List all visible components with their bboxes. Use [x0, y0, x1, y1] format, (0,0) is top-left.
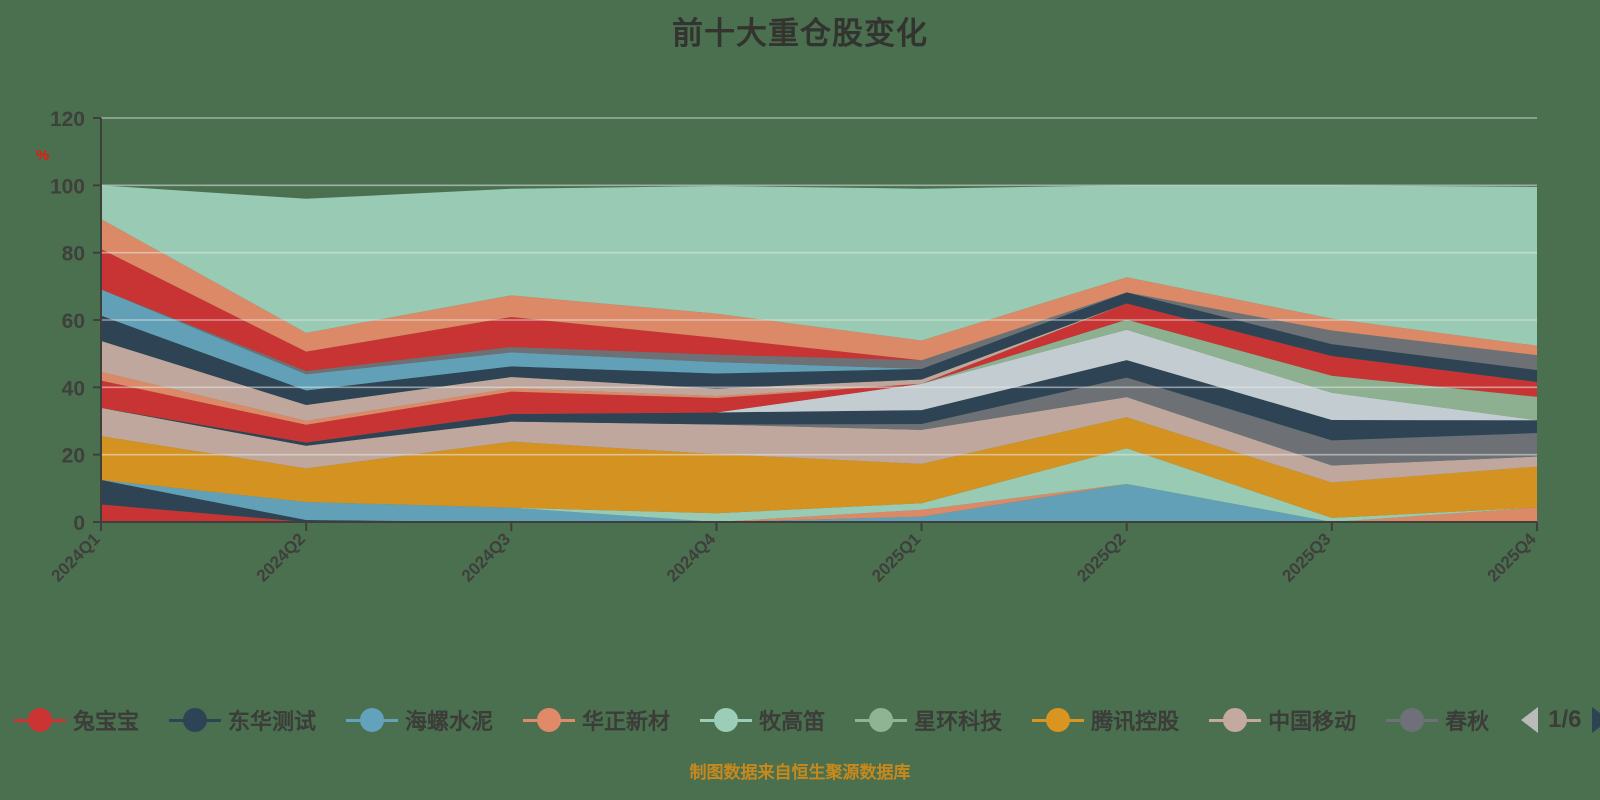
legend-item[interactable]: 中国移动	[1209, 704, 1356, 736]
legend-dot-icon	[1400, 708, 1425, 732]
y-tick-label: 80	[62, 243, 85, 266]
legend-item[interactable]: 华正新材	[523, 704, 670, 736]
legend-dot-icon	[537, 708, 562, 732]
legend-dot-icon	[360, 708, 385, 732]
area-band	[101, 377, 1537, 466]
area-band	[101, 479, 1537, 522]
legend-item[interactable]: 兔宝宝	[14, 704, 139, 736]
legend-item[interactable]: 海螺水泥	[346, 704, 493, 736]
legend-marker-icon	[1032, 707, 1085, 733]
x-tick-label: 2024Q4	[663, 529, 720, 586]
area-band	[101, 303, 1537, 443]
y-tick-label: 40	[62, 377, 85, 400]
area-band	[101, 397, 1537, 483]
area-band	[101, 329, 1537, 443]
area-series-group	[101, 185, 1537, 522]
legend-item[interactable]: 春秋	[1386, 704, 1489, 736]
x-tick-label: 2024Q1	[48, 529, 104, 585]
legend-item-label: 腾讯控股	[1091, 709, 1180, 734]
legend-marker-icon	[1386, 707, 1439, 733]
page-title: 前十大重仓股变化	[672, 16, 928, 51]
y-tick-label: 100	[50, 175, 85, 198]
legend-marker-icon	[1209, 707, 1262, 733]
area-band	[101, 504, 1537, 522]
legend-item[interactable]: 腾讯控股	[1032, 704, 1179, 736]
legend-item-label: 海螺水泥	[405, 709, 494, 734]
legend-next-page-icon[interactable]	[1591, 707, 1600, 733]
legend-item-label: 华正新材	[582, 709, 671, 734]
legend-marker-icon	[346, 707, 399, 733]
y-tick-label: 0	[73, 512, 85, 535]
legend-item-label: 东华测试	[228, 709, 317, 734]
x-tick-label: 2025Q3	[1278, 529, 1334, 585]
legend-dot-icon	[714, 708, 739, 732]
legend-page-indicator: 1/6	[1548, 706, 1582, 733]
y-tick-labels: 0 20 40 60 80 100 120	[50, 108, 85, 535]
legend-prev-page-icon[interactable]	[1521, 707, 1539, 733]
legend-marker-icon	[855, 707, 908, 733]
area-band	[101, 292, 1537, 406]
legend-marker-icon	[700, 707, 753, 733]
legend-dot-icon	[183, 708, 208, 732]
area-band	[101, 248, 1537, 372]
axis-group	[93, 117, 1538, 531]
area-band	[101, 479, 1537, 522]
legend-pager[interactable]: 1/6	[1521, 706, 1600, 734]
legend-marker-icon	[523, 707, 576, 733]
area-band	[101, 289, 1537, 391]
y-tick-label: 120	[50, 108, 85, 131]
legend-dot-icon	[1046, 708, 1071, 732]
legend-dot-icon	[1223, 708, 1248, 732]
area-band	[101, 289, 1537, 375]
y-tick-label: 60	[62, 310, 85, 333]
y-axis-unit-label: %	[36, 147, 49, 164]
legend-marker-icon	[169, 707, 222, 733]
area-band	[101, 303, 1537, 421]
x-tick-labels: 2024Q1 2024Q2 2024Q3 2024Q4 2025Q1 2025Q2 2025…	[48, 529, 1541, 586]
x-tick-label: 2025Q4	[1484, 529, 1541, 586]
legend-item-label: 兔宝宝	[73, 709, 140, 734]
legend-item[interactable]: 东华测试	[169, 704, 316, 736]
stacked-area-chart: 0 20 40 60 80 100 120 2024Q1 2024Q2 2024Q3 2024Q4…	[36, 108, 1541, 586]
area-band	[101, 360, 1537, 446]
area-band	[101, 448, 1537, 522]
legend-item-label: 中国移动	[1268, 709, 1357, 734]
grid-lines	[101, 117, 1537, 456]
x-tick-label: 2024Q2	[253, 529, 309, 585]
legend-item-label: 牧高笛	[759, 709, 826, 734]
x-tick-label: 2024Q3	[458, 529, 514, 585]
area-band	[101, 219, 1537, 361]
chart-legend[interactable]: 兔宝宝 东华测试 海螺水泥 华正新材 牧高笛 星环科技 腾讯控股 中国移动 春秋 1/6	[0, 694, 1600, 746]
y-tick-label: 20	[62, 445, 85, 468]
area-band	[101, 185, 1537, 346]
area-band	[101, 417, 1537, 518]
footer-source-note: 制图数据来自恒生聚源数据库	[689, 763, 911, 782]
x-tick-label: 2025Q2	[1073, 529, 1129, 585]
x-tick-label: 2025Q1	[868, 529, 924, 585]
legend-dot-icon	[28, 708, 52, 732]
legend-item-label: 春秋	[1445, 709, 1490, 734]
legend-item[interactable]: 星环科技	[855, 704, 1002, 736]
legend-dot-icon	[869, 708, 894, 732]
legend-item[interactable]: 牧高笛	[700, 704, 825, 736]
legend-marker-icon	[14, 707, 66, 733]
legend-item-label: 星环科技	[914, 709, 1003, 734]
